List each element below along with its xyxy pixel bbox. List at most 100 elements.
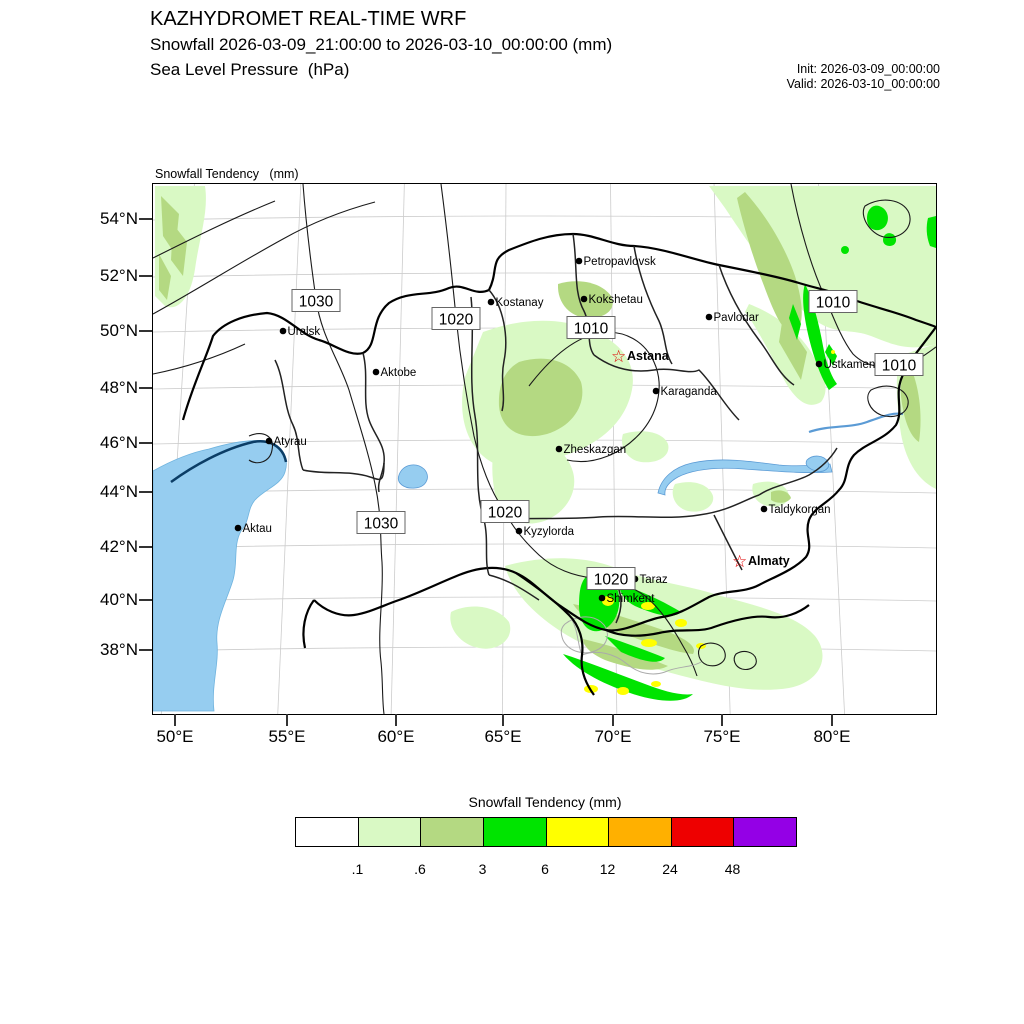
city-dot-icon	[265, 437, 273, 445]
pressure-labels-layer: 1030 1020 1010 1010 1010 1030 1020 1020	[291, 289, 924, 590]
city-dot-icon	[279, 327, 287, 335]
pressure-label: 1010	[566, 316, 616, 339]
city-marker-ustkamen: Ustkamen	[815, 359, 876, 371]
pressure-label: 1030	[356, 511, 406, 534]
lat-tick-mark	[139, 649, 152, 651]
city-marker-pavlodar: Pavlodar	[705, 312, 760, 324]
pressure-label-box	[356, 511, 406, 534]
snowfall-period-subtitle: Snowfall 2026-03-09_21:00:00 to 2026-03-…	[150, 35, 613, 54]
lat-tick-label: 54°N	[100, 209, 138, 228]
city-dot-icon	[575, 257, 583, 265]
pressure-label-box	[874, 353, 924, 376]
city-label: Kostanay	[496, 297, 544, 309]
init-time: Init: 2026-03-09_00:00:00	[796, 62, 940, 76]
colorbar-cell	[358, 818, 422, 846]
lat-tick-label: 40°N	[100, 590, 138, 609]
city-label: Almaty	[748, 554, 790, 568]
colorbar-cell	[546, 818, 610, 846]
pressure-label: 1010	[874, 353, 924, 376]
lat-tick-mark	[139, 599, 152, 601]
colorbar-threshold-label: 12	[599, 861, 616, 877]
colorbar	[295, 817, 797, 847]
city-label: Petropavlovsk	[584, 256, 656, 268]
lat-tick-label: 46°N	[100, 433, 138, 452]
lon-tick-label: 65°E	[484, 727, 522, 746]
foreign-admin-lines	[560, 614, 702, 675]
pressure-label-value: 1020	[488, 505, 523, 522]
pressure-label-value: 1010	[574, 321, 609, 338]
city-label: Taldykorgan	[769, 504, 831, 516]
header-block: KAZHYDROMET REAL-TIME WRF Snowfall 2026-…	[150, 7, 612, 82]
pressure-label-value: 1010	[816, 295, 851, 312]
star-icon: ☆	[732, 552, 747, 571]
pressure-label-box	[480, 500, 530, 523]
lat-tick-label: 50°N	[100, 321, 138, 340]
colorbar-cell	[671, 818, 735, 846]
lat-tick-label: 38°N	[100, 640, 138, 659]
lon-tick-mark	[831, 714, 833, 726]
city-marker-aktau: Aktau	[234, 523, 272, 535]
city-label: Kyzylorda	[524, 526, 575, 538]
pressure-label-value: 1010	[882, 358, 917, 375]
lat-tick-label: 42°N	[100, 537, 138, 556]
run-times: Init: 2026-03-09_00:00:00 Valid: 2026-03…	[787, 62, 940, 92]
lake-alakol	[805, 455, 830, 472]
colorbar-cell	[483, 818, 547, 846]
lon-tick-mark	[395, 714, 397, 726]
city-label: Ustkamen	[824, 359, 876, 371]
mini-legend-snowfall: Snowfall Tendency (mm)	[155, 167, 299, 181]
pressure-label: 1010	[808, 290, 858, 313]
lon-tick-mark	[286, 714, 288, 726]
city-dot-icon	[598, 594, 606, 602]
colorbar-threshold-label: 24	[662, 861, 678, 877]
city-marker-taldykorgan: Taldykorgan	[760, 504, 831, 516]
city-label: Aktobe	[381, 367, 417, 379]
star-icon: ☆	[611, 347, 626, 366]
lon-tick-mark	[612, 714, 614, 726]
aral-sea	[397, 464, 428, 489]
city-marker-zheskazgan: Zheskazgan	[555, 444, 626, 456]
city-marker-shimkent: Shimkent	[598, 593, 656, 605]
city-dot-icon	[652, 387, 660, 395]
city-label: Kokshetau	[589, 294, 643, 306]
graticule-meridian	[390, 183, 405, 715]
lon-tick-mark	[502, 714, 504, 726]
lat-tick-label: 44°N	[100, 482, 138, 501]
valid-time: Valid: 2026-03-10_00:00:00	[786, 77, 940, 91]
pressure-label-box	[586, 567, 636, 590]
colorbar-threshold-label: 3	[478, 861, 487, 877]
colorbar-threshold-label: 6	[541, 861, 549, 877]
colorbar-threshold-label: 48	[724, 861, 741, 877]
city-marker-atyrau: Atyrau	[265, 436, 307, 448]
lon-tick-label: 55°E	[268, 727, 306, 746]
city-dot-icon	[372, 368, 380, 376]
lon-tick-label: 50°E	[156, 727, 194, 746]
city-label: Shimkent	[607, 593, 656, 605]
pressure-label-value: 1030	[364, 516, 399, 533]
colorbar-title: Snowfall Tendency (mm)	[468, 794, 622, 810]
colorbar-threshold-label: .1	[351, 861, 364, 877]
lon-tick-label: 70°E	[594, 727, 632, 746]
pressure-label: 1020	[586, 567, 636, 590]
pressure-label-box	[808, 290, 858, 313]
pressure-label: 1030	[291, 289, 341, 312]
city-dot-icon	[580, 295, 588, 303]
pressure-label: 1020	[431, 307, 481, 330]
lat-tick-mark	[139, 491, 152, 493]
lon-tick-label: 75°E	[703, 727, 741, 746]
page-title: KAZHYDROMET REAL-TIME WRF	[150, 8, 467, 30]
map-canvas: Uralsk Aktobe Atyrau Aktau Kostanay Petropavl…	[152, 183, 937, 715]
pressure-label-value: 1020	[439, 312, 474, 329]
city-marker-karaganda: Karaganda	[652, 386, 717, 398]
colorbar-threshold-label: .6	[414, 861, 426, 877]
city-dot-icon	[815, 360, 823, 368]
city-dot-icon	[515, 527, 523, 535]
graticule-parallel	[152, 646, 937, 652]
caspian-sea	[152, 440, 287, 712]
graticule-parallel	[152, 543, 937, 549]
city-label: Pavlodar	[714, 312, 760, 324]
city-dot-icon	[760, 505, 768, 513]
lake-balkhash	[657, 459, 833, 496]
city-marker-uralsk: Uralsk	[279, 326, 320, 338]
lat-tick-label: 48°N	[100, 378, 138, 397]
